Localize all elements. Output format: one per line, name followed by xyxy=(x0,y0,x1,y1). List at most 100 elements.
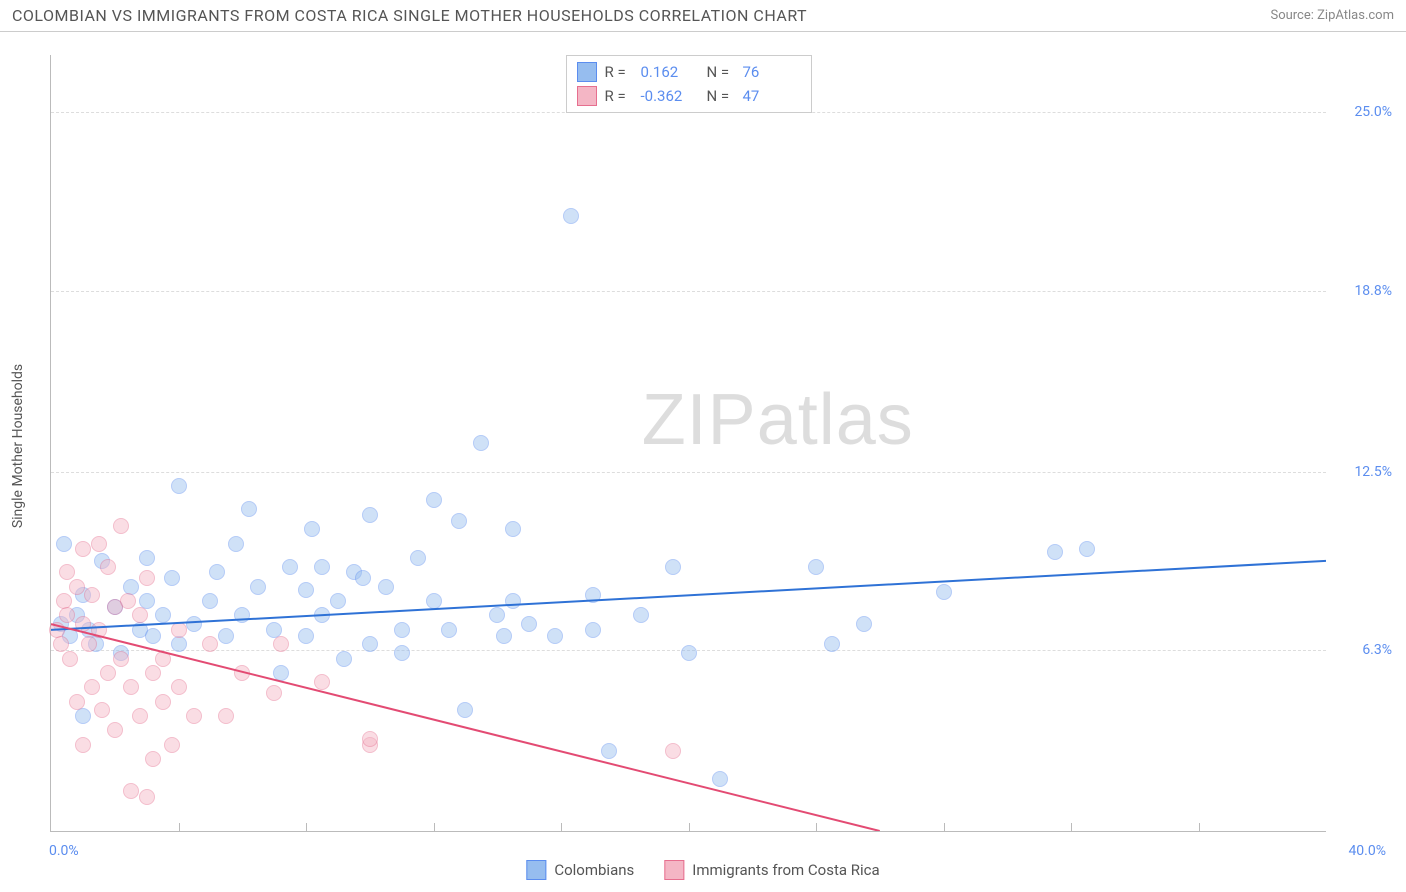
point-costa-rica xyxy=(155,694,171,710)
gridline-h xyxy=(51,472,1326,473)
point-colombians xyxy=(585,622,601,638)
point-colombians xyxy=(336,651,352,667)
point-colombians xyxy=(426,492,442,508)
point-colombians xyxy=(473,435,489,451)
point-colombians xyxy=(496,628,512,644)
point-colombians xyxy=(665,559,681,575)
legend-swatch-costa-rica xyxy=(664,860,684,880)
point-colombians xyxy=(362,636,378,652)
point-costa-rica xyxy=(155,651,171,667)
point-colombians xyxy=(145,628,161,644)
point-costa-rica xyxy=(362,731,378,747)
point-costa-rica xyxy=(665,743,681,759)
point-colombians xyxy=(186,616,202,632)
point-colombians xyxy=(171,636,187,652)
point-colombians xyxy=(209,564,225,580)
point-colombians xyxy=(394,645,410,661)
gridline-v xyxy=(306,823,307,831)
legend-swatch-2 xyxy=(577,86,597,106)
x-tick-label: 0.0% xyxy=(49,843,79,859)
point-colombians xyxy=(585,587,601,603)
point-colombians xyxy=(234,607,250,623)
point-colombians xyxy=(808,559,824,575)
point-colombians xyxy=(601,743,617,759)
point-costa-rica xyxy=(84,587,100,603)
y-tick-label: 25.0% xyxy=(1336,104,1392,120)
point-costa-rica xyxy=(56,593,72,609)
point-colombians xyxy=(241,501,257,517)
point-colombians xyxy=(856,616,872,632)
header-bar: COLOMBIAN VS IMMIGRANTS FROM COSTA RICA … xyxy=(0,0,1406,32)
point-colombians xyxy=(563,208,579,224)
point-costa-rica xyxy=(113,651,129,667)
point-colombians xyxy=(139,550,155,566)
gridline-v xyxy=(816,823,817,831)
trend-lines xyxy=(51,55,1326,831)
point-costa-rica xyxy=(69,579,85,595)
source-label: Source: ZipAtlas.com xyxy=(1270,8,1394,23)
point-costa-rica xyxy=(145,751,161,767)
point-costa-rica xyxy=(75,616,91,632)
point-colombians xyxy=(451,513,467,529)
n-label-2: N = xyxy=(707,87,735,105)
point-colombians xyxy=(164,570,180,586)
r-label-1: R = xyxy=(605,63,633,81)
point-costa-rica xyxy=(139,789,155,805)
point-colombians xyxy=(362,507,378,523)
point-costa-rica xyxy=(132,708,148,724)
point-colombians xyxy=(282,559,298,575)
point-colombians xyxy=(314,559,330,575)
point-colombians xyxy=(298,582,314,598)
point-colombians xyxy=(250,579,266,595)
y-tick-label: 18.8% xyxy=(1336,283,1392,299)
gridline-v xyxy=(944,823,945,831)
point-colombians xyxy=(273,665,289,681)
legend-item-2: Immigrants from Costa Rica xyxy=(664,860,879,880)
point-costa-rica xyxy=(69,694,85,710)
point-colombians xyxy=(712,771,728,787)
legend-item-1: Colombians xyxy=(526,860,634,880)
point-costa-rica xyxy=(113,518,129,534)
point-costa-rica xyxy=(164,737,180,753)
point-costa-rica xyxy=(202,636,218,652)
point-costa-rica xyxy=(145,665,161,681)
point-colombians xyxy=(1047,544,1063,560)
y-tick-label: 12.5% xyxy=(1336,464,1392,480)
watermark-atlas: atlas xyxy=(757,380,914,460)
point-colombians xyxy=(505,593,521,609)
series-legend: Colombians Immigrants from Costa Rica xyxy=(526,860,879,880)
correlation-row-1: R = 0.162 N = 76 xyxy=(577,60,801,84)
point-colombians xyxy=(410,550,426,566)
point-colombians xyxy=(824,636,840,652)
point-costa-rica xyxy=(234,665,250,681)
point-costa-rica xyxy=(186,708,202,724)
legend-label-2: Immigrants from Costa Rica xyxy=(692,861,879,879)
point-colombians xyxy=(218,628,234,644)
point-colombians xyxy=(355,570,371,586)
y-axis-title: Single Mother Households xyxy=(10,364,26,528)
gridline-v xyxy=(1199,823,1200,831)
r-label-2: R = xyxy=(605,87,633,105)
point-costa-rica xyxy=(53,636,69,652)
point-costa-rica xyxy=(218,708,234,724)
point-costa-rica xyxy=(81,636,97,652)
point-colombians xyxy=(330,593,346,609)
correlation-legend: R = 0.162 N = 76 R = -0.362 N = 47 xyxy=(566,55,812,113)
point-costa-rica xyxy=(123,679,139,695)
point-costa-rica xyxy=(94,702,110,718)
point-colombians xyxy=(171,478,187,494)
point-costa-rica xyxy=(314,674,330,690)
gridline-h xyxy=(51,291,1326,292)
point-colombians xyxy=(298,628,314,644)
point-colombians xyxy=(457,702,473,718)
n-label-1: N = xyxy=(707,63,735,81)
point-colombians xyxy=(489,607,505,623)
r-value-2: -0.362 xyxy=(641,87,699,105)
point-costa-rica xyxy=(107,722,123,738)
point-colombians xyxy=(441,622,457,638)
point-colombians xyxy=(202,593,218,609)
n-value-2: 47 xyxy=(743,87,801,105)
r-value-1: 0.162 xyxy=(641,63,699,81)
gridline-v xyxy=(561,823,562,831)
point-costa-rica xyxy=(120,593,136,609)
